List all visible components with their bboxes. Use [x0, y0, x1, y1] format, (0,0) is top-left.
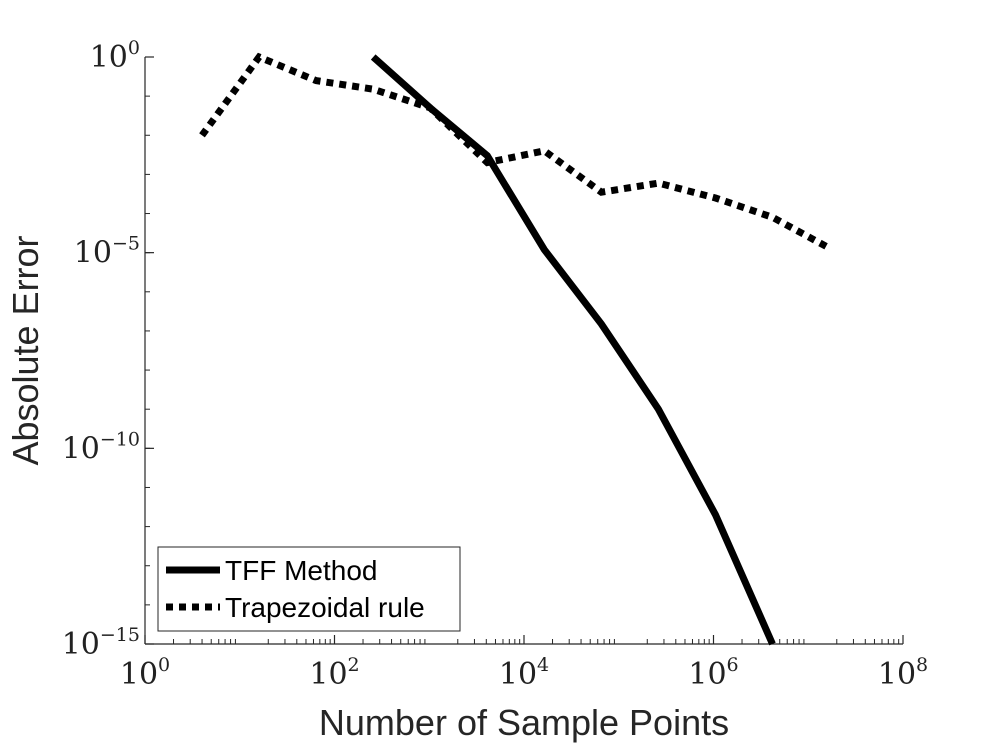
y-tick-label: 10−15: [62, 624, 140, 662]
legend-box: [157, 546, 461, 632]
y-tick-label: 10−10: [62, 428, 140, 466]
x-tick-label: 108: [878, 654, 928, 692]
major-ticks: [144, 56, 904, 645]
legend: TFF Method Trapezoidal rule: [157, 546, 461, 632]
y-tick-label: 10−5: [74, 233, 140, 271]
x-tick-label: 100: [120, 654, 170, 692]
y-tick-label: 100: [90, 37, 140, 75]
x-tick-label: 102: [309, 654, 359, 692]
y-tick-labels: 100 10−5 10−10 10−15: [62, 37, 140, 662]
x-tick-label: 104: [499, 654, 549, 692]
x-tick-labels: 100 102 104 106 108: [120, 654, 928, 692]
series-line-trapezoidal: [199, 52, 832, 252]
legend-label-tff: TFF Method: [225, 555, 377, 586]
x-tick-label: 106: [688, 654, 738, 692]
minor-ticks: [145, 95, 900, 645]
y-axis-title: Absolute Error: [5, 235, 46, 465]
legend-label-trapezoidal: Trapezoidal rule: [225, 592, 425, 623]
x-axis-title: Number of Sample Points: [319, 702, 729, 743]
series-layer: [199, 52, 832, 646]
